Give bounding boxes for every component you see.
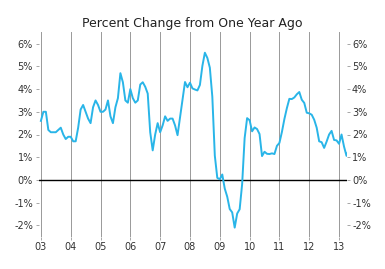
Title: Percent Change from One Year Ago: Percent Change from One Year Ago — [82, 17, 303, 30]
